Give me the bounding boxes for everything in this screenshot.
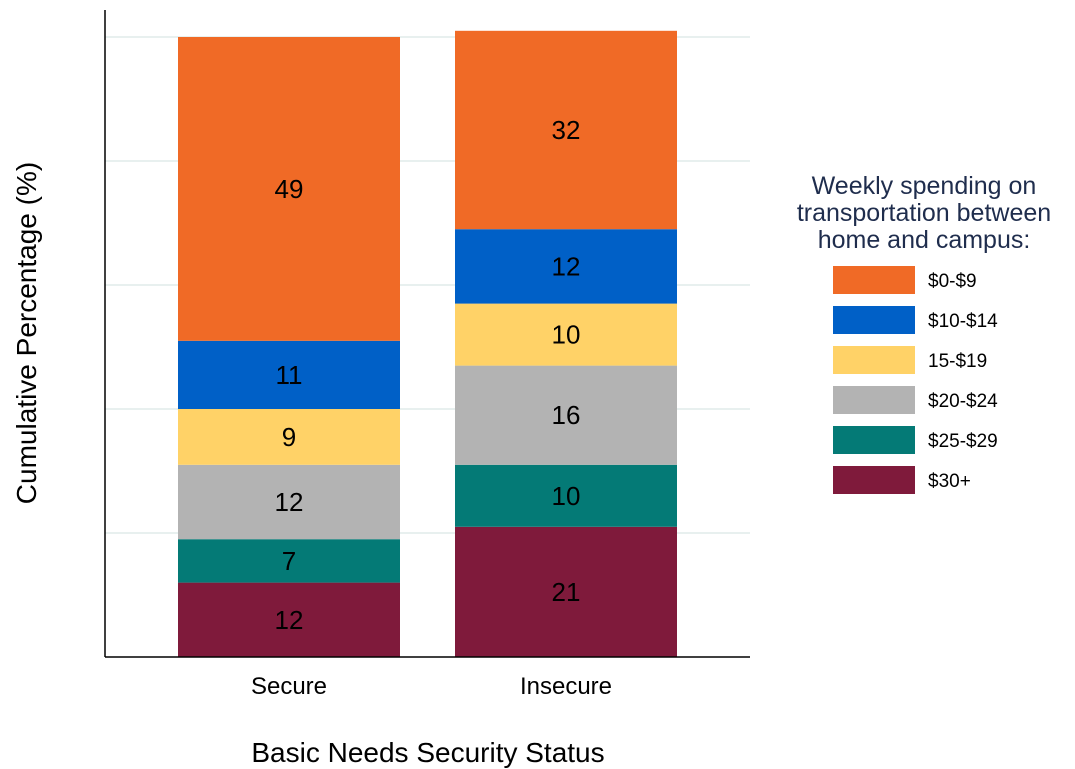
- bar-segment: [178, 37, 400, 341]
- legend-label: $25-$29: [928, 431, 998, 452]
- y-axis-title: Cumulative Percentage (%): [11, 162, 42, 504]
- legend-swatch: [833, 306, 915, 334]
- segment-value-label: 16: [552, 400, 581, 430]
- segment-value-label: 10: [552, 481, 581, 511]
- legend-label: $0-$9: [928, 271, 977, 292]
- bar-segment: [455, 365, 677, 465]
- legend-swatch: [833, 346, 915, 374]
- bar-segment: [455, 303, 677, 366]
- bar-segment: [455, 30, 677, 230]
- segment-labels: 12 7 12 9 11 49 21 10 16 10 12 32: [275, 115, 581, 635]
- segment-value-label: 12: [275, 487, 304, 517]
- bar-segment: [178, 582, 400, 657]
- legend-title-line: transportation between: [797, 199, 1051, 227]
- bar-segment: [455, 229, 677, 304]
- legend-label: 15-$19: [928, 351, 987, 372]
- segment-value-label: 21: [552, 577, 581, 607]
- bar-segment: [178, 340, 400, 409]
- segment-value-label: 7: [282, 546, 296, 576]
- segment-value-label: 12: [552, 251, 581, 281]
- bar-segment: [178, 464, 400, 540]
- bar-segment: [178, 409, 400, 465]
- segment-value-label: 9: [282, 422, 296, 452]
- legend-title-line: Weekly spending on: [812, 172, 1037, 200]
- legend-swatch: [833, 426, 915, 454]
- x-tick-label: Insecure: [520, 673, 612, 700]
- segment-value-label: 32: [552, 115, 581, 145]
- x-axis-title: Basic Needs Security Status: [251, 737, 604, 768]
- bar-segment: [178, 539, 400, 583]
- bar-segment: [455, 464, 677, 527]
- legend-label: $20-$24: [928, 391, 998, 412]
- legend-swatch: [833, 386, 915, 414]
- legend-title-line: home and campus:: [818, 226, 1031, 254]
- bar-segment: [455, 526, 677, 657]
- segment-value-label: 10: [552, 320, 581, 350]
- bar-segments: [178, 30, 677, 657]
- legend-swatch: [833, 266, 915, 294]
- segment-value-label: 11: [276, 360, 303, 390]
- x-tick-labels: Secure Insecure: [251, 673, 612, 700]
- legend-swatch: [833, 466, 915, 494]
- segment-value-label: 12: [275, 605, 304, 635]
- legend-label: $10-$14: [928, 311, 998, 332]
- legend-label: $30+: [928, 471, 971, 492]
- segment-value-label: 49: [275, 174, 304, 204]
- x-tick-label: Secure: [251, 673, 327, 700]
